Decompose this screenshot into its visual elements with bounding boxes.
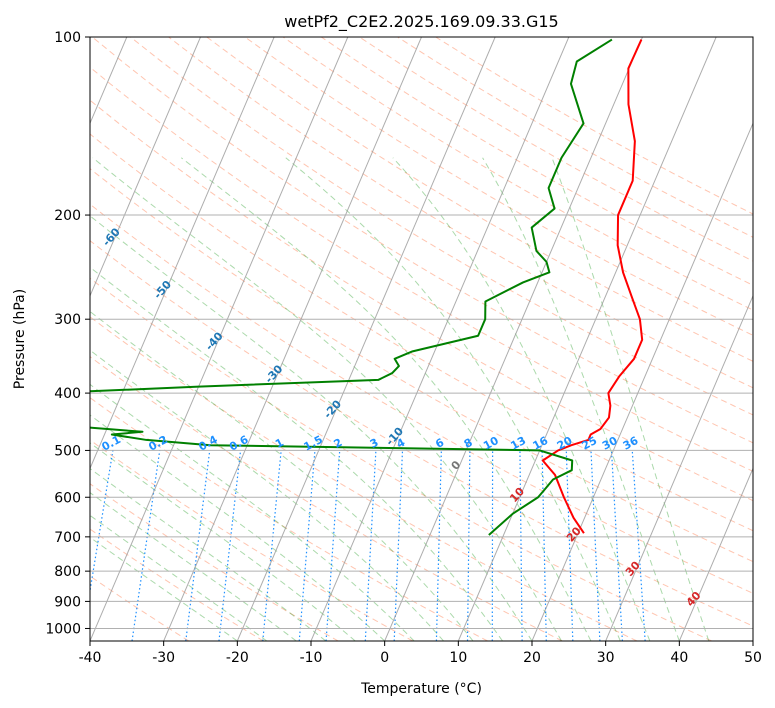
y-tick-label: 500 — [54, 443, 81, 459]
moist-adiabat-line — [90, 215, 533, 641]
y-tick-label: 800 — [54, 564, 81, 580]
mixing-ratio-label: 30 — [600, 434, 620, 453]
dry-adiabat-line — [90, 483, 339, 641]
isotherm-line — [90, 37, 201, 298]
dry-adiabat-line — [90, 528, 264, 641]
isotherm-line — [457, 37, 717, 641]
dewpoint-profile-line — [90, 38, 613, 536]
mixing-ratio-label: 20 — [555, 434, 575, 453]
dry-adiabat-line — [90, 203, 753, 594]
isotherm-line — [90, 37, 275, 470]
moist-adiabat-line — [90, 266, 503, 641]
y-tick-label: 100 — [54, 30, 81, 46]
temperature-profile-line — [541, 39, 644, 534]
isotherm-line — [236, 37, 496, 641]
y-axis-label: Pressure (hPa) — [12, 289, 28, 389]
mixing-ratio-label: 13 — [508, 434, 528, 453]
y-tick-label: 700 — [54, 530, 81, 546]
x-tick-label: 20 — [523, 650, 541, 666]
x-tick-label: -30 — [152, 650, 175, 666]
isotherm-line — [531, 122, 753, 641]
x-tick-label: -40 — [79, 650, 102, 666]
axis-ticks: -40 -30 -20 -10 0 10 20 30 40 50 1000 900 800 700 600 5… — [45, 30, 762, 666]
isotherm-line — [605, 294, 753, 641]
dry-adiabat-line — [130, 37, 753, 416]
dry-adiabat-line — [90, 316, 638, 641]
isotherm-line — [384, 37, 643, 641]
isotherm-line — [310, 37, 570, 641]
dry-adiabat-line — [91, 37, 753, 444]
dry-adiabat-line — [244, 37, 753, 336]
dry-adiabat-line — [90, 133, 753, 532]
y-tick-label: 300 — [54, 312, 81, 328]
y-tick-label: 400 — [54, 386, 81, 402]
x-tick-label: 10 — [449, 650, 467, 666]
x-axis-label: Temperature (°C) — [360, 681, 482, 697]
mixing-ratio-line — [90, 450, 114, 595]
dry-adiabat-line — [168, 37, 753, 389]
dry-adiabat-line — [90, 99, 753, 502]
y-tick-label: 1000 — [45, 621, 81, 637]
x-tick-label: 30 — [597, 650, 615, 666]
mixing-ratio-label: 36 — [621, 434, 641, 453]
x-tick-label: 50 — [744, 650, 762, 666]
plot-frame — [89, 36, 754, 642]
dry-adiabat-line — [90, 277, 712, 641]
x-tick-label: -20 — [226, 650, 249, 666]
mixing-ratio-line — [185, 450, 211, 641]
dry-adiabat-line — [90, 240, 753, 627]
dry-adiabat-line — [90, 356, 563, 641]
x-tick-label: 40 — [670, 650, 688, 666]
mixing-ratio-label: 10 — [481, 434, 501, 453]
mixing-ratio-line — [131, 450, 161, 641]
mixing-ratio-label: 25 — [580, 434, 600, 453]
dry-adiabat-line — [282, 37, 753, 311]
plot-content — [90, 37, 753, 641]
x-tick-label: 0 — [380, 650, 389, 666]
y-tick-label: 900 — [54, 594, 81, 610]
x-tick-label: -10 — [300, 650, 323, 666]
y-tick-label: 200 — [54, 208, 81, 224]
isotherm-line — [90, 37, 349, 641]
isotherm-line — [163, 37, 422, 641]
y-tick-label: 600 — [54, 490, 81, 506]
isotherm-line — [678, 467, 753, 641]
chart-title: wetPf2_C2E2.2025.169.09.33.G15 — [284, 12, 558, 32]
mixing-ratio-label: 16 — [531, 434, 551, 453]
